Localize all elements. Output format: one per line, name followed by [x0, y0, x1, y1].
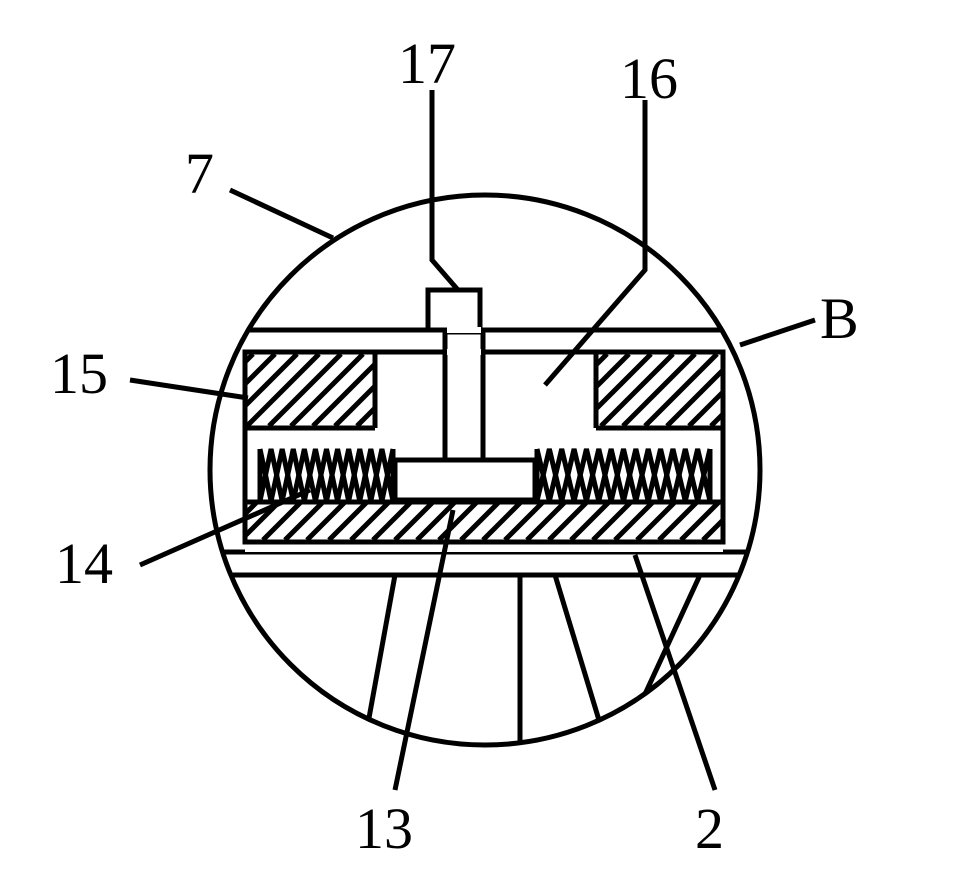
- callout-label-17: 17: [398, 30, 456, 97]
- callout-label-16: 16: [620, 45, 678, 112]
- callout-label-7: 7: [185, 140, 214, 207]
- callout-label-15: 15: [50, 340, 108, 407]
- callout-label-B: B: [820, 285, 859, 352]
- callout-label-14: 14: [55, 530, 113, 597]
- callout-label-2: 2: [695, 795, 724, 862]
- callout-label-13: 13: [355, 795, 413, 862]
